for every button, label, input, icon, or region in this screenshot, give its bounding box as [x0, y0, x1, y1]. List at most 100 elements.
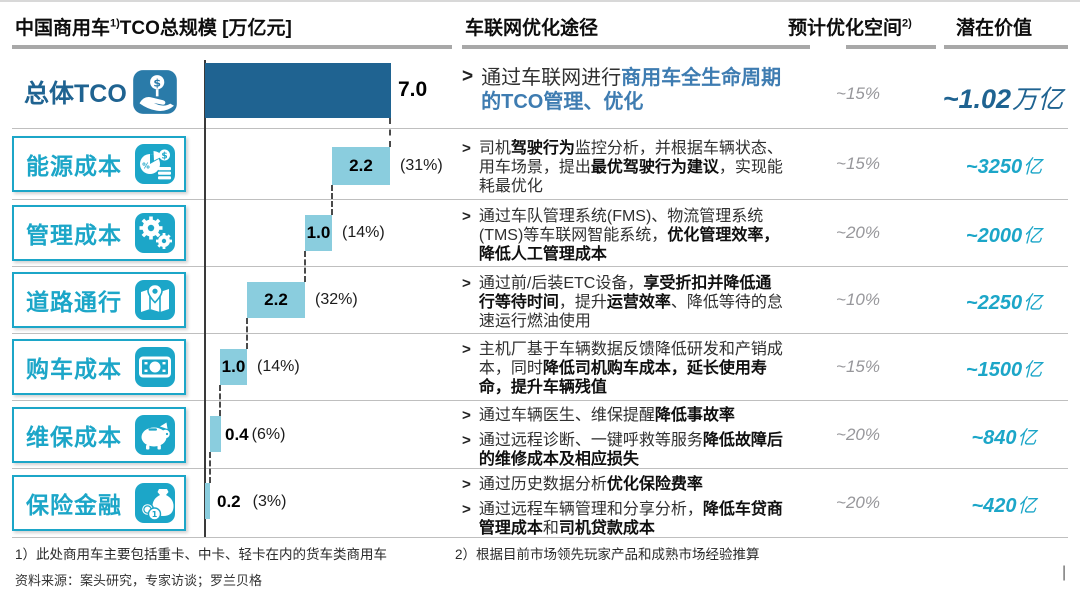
piggy-bank-icon	[133, 413, 177, 457]
header-tco-scale: 中国商用车1)TCO总规模 [万亿元]	[15, 13, 292, 40]
header-footnote-ref-1: 1)	[110, 17, 120, 30]
svg-text:%: %	[142, 162, 150, 171]
category-maintenance-cost: 维保成本	[12, 407, 186, 463]
header-tco-suffix: TCO总规模 [万亿元]	[119, 18, 292, 39]
potential-value-number: ~2250	[965, 292, 1023, 314]
potential-value: ~2250亿	[938, 288, 1070, 315]
potential-value: ~420亿	[938, 491, 1070, 518]
row-divider	[12, 266, 1068, 267]
bullet-text: 通过车联网进行商用车全生命周期的TCO管理、优化	[481, 67, 782, 113]
header-footnote-ref-2: 2)	[902, 17, 912, 30]
optimization-space-value: ~15%	[836, 154, 880, 173]
chart-axis-line	[204, 60, 206, 537]
bullet-text: 通过远程车辆管理和分享分析，降低车贷商管理成本和司机贷款成本	[478, 500, 783, 537]
bar-value: 2.2	[264, 290, 288, 309]
header-underline-4	[944, 45, 1068, 49]
bar-value: 0.4	[225, 425, 249, 444]
bullets-row-4: 通过前/后装ETC设备，享受折扣并降低通行等待时间，提升运营效率、降低等待的怠速…	[462, 275, 785, 332]
bullets-row-7: 通过历史数据分析优化保险费率 通过远程车辆管理和分享分析，降低车贷商管理成本和司…	[462, 476, 785, 539]
potential-value-number: ~3250	[965, 156, 1023, 178]
bar-percentage: (32%)	[315, 291, 358, 308]
map-pin-icon	[133, 278, 177, 322]
optimization-space-value: ~15%	[836, 84, 880, 103]
bar-percentage: (14%)	[257, 358, 300, 375]
footnote-1: 1）此处商用车主要包括重卡、中卡、轻卡在内的货车类商用车	[15, 547, 388, 562]
potential-value: ~1500亿	[938, 355, 1070, 382]
bullet-item: 司机驾驶行为监控分析，并根据车辆状态、用车场景，提出最优驾驶行为建议，实现能耗最…	[462, 140, 785, 197]
potential-value-unit: 万亿	[1012, 86, 1064, 114]
bullets-row-6: 通过车辆医生、维保提醒降低事故率 通过远程诊断、一键呼救等服务降低故障后的维修成…	[462, 407, 785, 470]
category-energy-cost: 能源成本 % $	[12, 136, 186, 192]
potential-value: ~3250亿	[938, 152, 1070, 179]
potential-value-number: ~840	[971, 427, 1017, 449]
bullet-item: 通过远程诊断、一键呼救等服务降低故障后的维修成本及相应损失	[462, 432, 785, 470]
category-road-toll: 道路通行	[12, 272, 186, 328]
category-management-cost: 管理成本	[12, 205, 186, 261]
bullet-text: 通过车辆医生、维保提醒降低事故率	[478, 407, 735, 424]
bar-total-tco	[205, 63, 391, 118]
category-label: 道路通行	[26, 289, 122, 315]
optimization-space-value: ~10%	[836, 290, 880, 309]
potential-value-number: ~1.02	[942, 84, 1012, 114]
banknote-icon	[133, 345, 177, 389]
bullet-item: 通过前/后装ETC设备，享受折扣并降低通行等待时间，提升运营效率、降低等待的怠速…	[462, 275, 785, 332]
bullet-text: 主机厂基于车辆数据反馈降低研发和产销成本，同时降低司机购车成本，延长使用寿命，提…	[478, 341, 783, 396]
bar-road-toll: 2.2	[247, 282, 305, 318]
row-divider	[12, 333, 1068, 334]
waterfall-connector	[209, 452, 211, 483]
category-insurance-finance: 保险金融 1	[12, 475, 186, 531]
row-divider	[12, 199, 1068, 200]
energy-pie-icon: % $	[133, 142, 177, 186]
bullets-row-5: 主机厂基于车辆数据反馈降低研发和产销成本，同时降低司机购车成本，延长使用寿命，提…	[462, 341, 785, 398]
waterfall-connector	[246, 318, 248, 349]
row-divider	[12, 128, 1068, 129]
category-label: 保险金融	[26, 492, 122, 518]
potential-value-unit: 亿	[1023, 157, 1043, 178]
waterfall-connector	[219, 385, 221, 416]
bullet-text: 通过车队管理系统(FMS)、物流管理系统(TMS)等车联网智能系统，优化管理效率…	[478, 208, 780, 263]
footnote-2: 2）根据目前市场领先玩家产品和成熟市场经验推算	[455, 547, 760, 562]
bar-percentage: (3%)	[252, 493, 287, 510]
page-mark: |	[1062, 564, 1067, 581]
optimization-space-value: ~20%	[836, 425, 880, 444]
money-bag-icon: 1	[133, 481, 177, 525]
bar-value: 0.2	[217, 492, 241, 511]
potential-value: ~2000亿	[938, 221, 1070, 248]
category-label: 总体TCO	[24, 80, 127, 108]
bar-value: 1.0	[306, 223, 331, 242]
svg-text:$: $	[161, 152, 167, 162]
bullet-text: 通过远程诊断、一键呼救等服务降低故障后的维修成本及相应损失	[478, 431, 783, 468]
header-optimization-space: 预计优化空间2)	[788, 13, 912, 40]
potential-value-unit: 亿	[1023, 360, 1043, 381]
bar-maintenance-cost	[210, 416, 221, 452]
bullet-item: 通过车辆医生、维保提醒降低事故率	[462, 407, 785, 426]
bar-value: 1.0	[221, 357, 246, 376]
svg-text:1: 1	[152, 510, 158, 519]
bar-percentage: (31%)	[400, 157, 443, 174]
waterfall-connector	[389, 118, 391, 147]
potential-value-unit: 亿	[1017, 496, 1037, 517]
source-note: 资料来源：案头研究，专家访谈；罗兰贝格	[15, 573, 263, 588]
bullets-row-1: 通过车联网进行商用车全生命周期的TCO管理、优化	[462, 66, 785, 114]
potential-value: ~840亿	[938, 423, 1070, 450]
potential-value-unit: 亿	[1023, 226, 1043, 247]
bar-value: 2.2	[349, 156, 373, 175]
bar-label-group: 0.2 (3%)	[217, 492, 286, 512]
category-label: 维保成本	[26, 424, 122, 450]
bar-value-total: 7.0	[398, 78, 428, 101]
waterfall-connector	[304, 251, 306, 282]
header-tco-prefix: 中国商用车	[15, 18, 111, 39]
category-total-tco: 总体TCO $	[12, 64, 186, 120]
row-divider	[12, 400, 1068, 401]
optimization-space-value: ~20%	[836, 493, 880, 512]
header-potential-value: 潜在价值	[956, 18, 1033, 39]
bullet-item: 通过车队管理系统(FMS)、物流管理系统(TMS)等车联网智能系统，优化管理效率…	[462, 208, 785, 265]
gears-icon	[133, 211, 177, 255]
potential-value-unit: 亿	[1023, 293, 1043, 314]
bullets-row-3: 通过车队管理系统(FMS)、物流管理系统(TMS)等车联网智能系统，优化管理效率…	[462, 208, 785, 265]
bullet-text: 通过历史数据分析优化保险费率	[478, 476, 703, 493]
slide-top-border	[0, 0, 1080, 2]
category-label: 管理成本	[26, 222, 122, 248]
optimization-space-value: ~20%	[836, 223, 880, 242]
